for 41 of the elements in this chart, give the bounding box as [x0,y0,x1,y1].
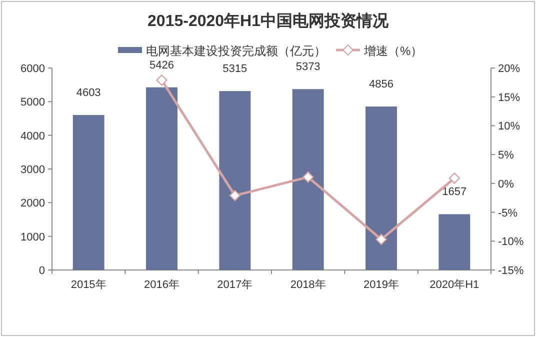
x-tick-label: 2015年 [70,279,106,291]
y-tick-label: 0 [38,265,45,277]
x-tick-label: 2019年 [364,279,399,291]
bar [366,106,397,270]
y-tick-label: 1000 [20,231,45,244]
data-label: 5426 [150,59,174,72]
point [448,172,460,184]
y-tick-label: 5000 [20,96,45,109]
point [376,234,387,246]
chart-title: 2015-2020年H1中国电网投资情况 [148,12,390,30]
y-tick-label: 2000 [20,198,45,210]
y2-tick-label: 10% [498,120,520,133]
legend-label: 电网基本建设投资完成额（亿元） [146,44,326,58]
y-tick-label: 6000 [20,63,45,75]
bar [72,115,104,270]
x-tick-label: 2020年H1 [430,279,480,291]
y2-tick-label: 0% [498,178,514,190]
y2-tick-label: 15% [498,92,520,104]
data-label: 1657 [442,186,467,198]
y-tick-label: 3000 [20,164,45,176]
bar [292,89,324,270]
x-tick-label: 2016年 [144,279,180,291]
point [229,190,241,202]
bar [219,91,251,270]
x-tick-label: 2018年 [290,279,326,291]
data-label: 4603 [76,87,101,100]
y2-tick-label: -5% [498,207,518,220]
data-label: 5315 [222,63,248,76]
y-tick-label: 4000 [20,130,45,142]
y2-tick-label: -15% [498,265,524,277]
data-label: 5373 [296,61,320,74]
y2-tick-label: 20% [498,63,520,75]
point [302,171,314,183]
y2-tick-label: 5% [498,150,514,162]
bar [146,87,178,270]
x-tick-label: 2017年 [217,279,253,291]
data-label: 4856 [369,78,394,91]
point [156,74,168,86]
bar [438,214,470,270]
legend-label: 增速（%） [363,44,423,58]
y2-tick-label: -10% [498,236,524,248]
